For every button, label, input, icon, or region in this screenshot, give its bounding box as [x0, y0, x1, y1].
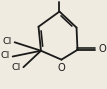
- Text: Cl: Cl: [11, 63, 20, 72]
- Text: Cl: Cl: [1, 51, 10, 60]
- Text: O: O: [98, 44, 106, 54]
- Text: Cl: Cl: [2, 37, 12, 46]
- Text: O: O: [58, 63, 65, 73]
